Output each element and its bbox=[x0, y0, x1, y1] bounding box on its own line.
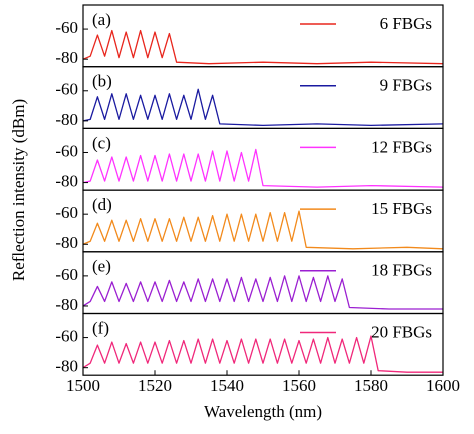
y-tick-label: -80 bbox=[55, 171, 78, 190]
x-tick-label: 1500 bbox=[66, 376, 100, 395]
y-tick-label: -60 bbox=[55, 265, 78, 284]
x-tick-label: 1540 bbox=[210, 376, 244, 395]
legend-label: 9 FBGs bbox=[380, 76, 432, 95]
spectrum-line bbox=[82, 210, 444, 250]
spectrum-line bbox=[82, 29, 444, 65]
x-axis-label: Wavelength (nm) bbox=[204, 402, 322, 421]
x-tick-label: 1580 bbox=[354, 376, 388, 395]
panel-label: (e) bbox=[92, 257, 111, 276]
panel-frame bbox=[82, 312, 444, 376]
legend-label: 18 FBGs bbox=[371, 261, 432, 280]
legend-label: 15 FBGs bbox=[371, 199, 432, 218]
panel-label: (b) bbox=[92, 72, 112, 91]
y-tick-label: -60 bbox=[55, 141, 78, 160]
spectrum-line bbox=[82, 275, 443, 310]
y-tick-label: -80 bbox=[55, 110, 78, 129]
spectrum-line bbox=[82, 335, 443, 373]
y-tick-label: -60 bbox=[55, 203, 78, 222]
spectrum-line bbox=[82, 148, 444, 188]
legend-label: 12 FBGs bbox=[371, 137, 432, 156]
legend-label: 6 FBGs bbox=[380, 14, 432, 33]
y-tick-label: -60 bbox=[55, 18, 78, 37]
y-tick-label: -80 bbox=[55, 357, 78, 376]
spectrum-line bbox=[82, 88, 444, 127]
panel-label: (f) bbox=[92, 318, 109, 337]
y-tick-label: -80 bbox=[55, 48, 78, 67]
legend-label: 20 FBGs bbox=[371, 322, 432, 341]
y-tick-label: -80 bbox=[55, 233, 78, 252]
y-tick-label: -80 bbox=[55, 295, 78, 314]
y-tick-label: -60 bbox=[55, 326, 78, 345]
x-tick-label: 1560 bbox=[282, 376, 316, 395]
y-axis-label: Reflection intensity (dBm) bbox=[9, 99, 28, 281]
y-tick-label: -60 bbox=[55, 80, 78, 99]
panel-label: (a) bbox=[92, 10, 111, 29]
panel-label: (d) bbox=[92, 195, 112, 214]
panel-label: (c) bbox=[92, 133, 111, 152]
x-tick-label: 1520 bbox=[138, 376, 172, 395]
x-tick-label: 1600 bbox=[426, 376, 460, 395]
